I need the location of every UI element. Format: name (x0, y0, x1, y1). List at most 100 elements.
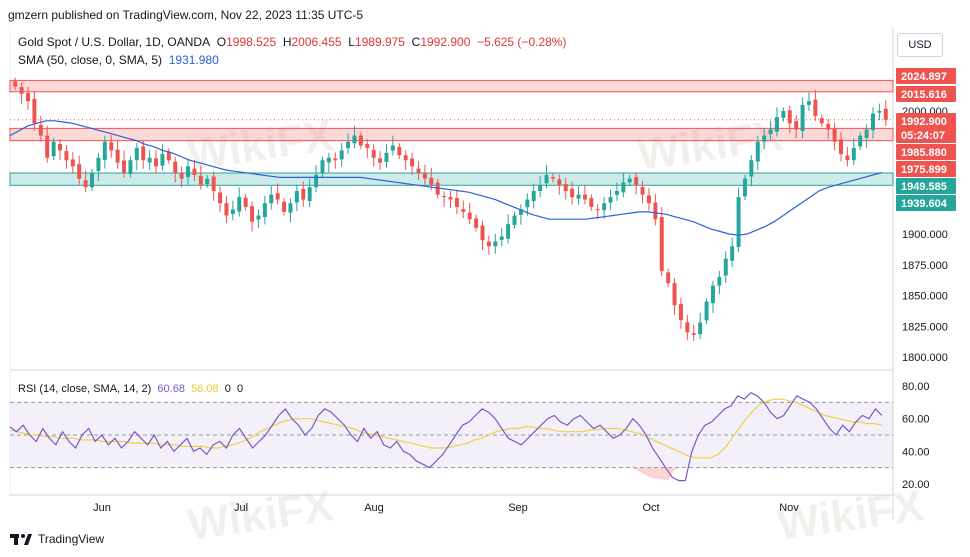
price-badge-text: 1949.585 (901, 181, 947, 193)
rsi-line (9, 391, 883, 482)
time-tick-label: Oct (642, 502, 659, 514)
candle-body (858, 135, 863, 147)
price-badge-text: 05:24:07 (901, 130, 945, 142)
candle-body (486, 241, 491, 247)
rsi-legend[interactable]: RSI (14, close, SMA, 14, 2) 60.68 56.08 … (18, 383, 243, 395)
candle-body (429, 177, 434, 185)
candle-body (742, 178, 747, 197)
candle-body (230, 209, 235, 215)
sma-legend[interactable]: SMA (50, close, 0, SMA, 5) 1931.980 (18, 53, 219, 67)
candle-body (736, 197, 741, 248)
candle-body (493, 241, 498, 247)
candle-body (499, 236, 504, 240)
price-badge-text: 2024.897 (901, 71, 947, 83)
candle-body (378, 158, 383, 163)
candle-body (403, 155, 408, 161)
watermark-text: WikiFX (635, 111, 787, 180)
close-label: C (411, 35, 421, 49)
candle-body (461, 209, 466, 212)
candle-body (77, 164, 82, 179)
candle-body (390, 145, 395, 151)
candle-body (307, 187, 312, 202)
low-value: 1989.975 (354, 35, 405, 49)
rsi-ma-line (9, 398, 883, 459)
candle-body (58, 143, 62, 151)
candle-body (512, 215, 517, 225)
candle-body (250, 206, 255, 222)
price-tick-label: 1900.000 (902, 229, 948, 241)
candle-body (115, 149, 120, 163)
zone-resistance-lower (9, 127, 894, 142)
candle-body (371, 150, 376, 158)
candle-body (166, 151, 171, 161)
candle-body (218, 192, 223, 204)
price-badge (896, 144, 956, 160)
rsi-label: RSI (14, close, SMA, 14, 2) (18, 383, 152, 395)
price-badge-text: 1992.900 (901, 116, 947, 128)
candle-body (365, 143, 370, 148)
candle-body (589, 198, 594, 207)
rsi-tick-label: 60.00 (902, 414, 930, 426)
price-badge (896, 195, 956, 211)
price-tick-label: 1800.000 (902, 352, 948, 364)
watermark-layer: WikiFX WikiFX WikiFX WikiFX (185, 111, 927, 550)
watermark-text: WikiFX (185, 111, 337, 180)
candle-body (582, 194, 587, 200)
candle-body (275, 193, 280, 200)
candle-body (550, 177, 555, 179)
candle-body (358, 135, 363, 146)
candle-body (685, 322, 690, 333)
rsi-tick-label: 20.00 (902, 479, 930, 491)
candle-body (90, 172, 95, 188)
rsi-layer (9, 391, 893, 482)
candle-body (224, 203, 229, 216)
symbol-title[interactable]: Gold Spot / U.S. Dollar, 1D, OANDA (18, 35, 211, 49)
candle-body (83, 180, 88, 188)
candle-body (614, 190, 619, 195)
candle-body (384, 152, 389, 162)
candle-body (806, 101, 811, 105)
watermark-text: WikiFX (185, 481, 337, 550)
candle-body (480, 225, 485, 241)
rsi-extra-1: 0 (224, 383, 231, 395)
candle-body (659, 217, 664, 271)
price-tick-label: 1825.000 (902, 321, 948, 333)
candle-body (410, 158, 415, 167)
rsi-extra-2: 0 (236, 383, 244, 395)
candle-body (237, 197, 242, 212)
candle-body (864, 129, 869, 138)
candle-body (346, 141, 351, 149)
currency-button[interactable]: USD (897, 33, 943, 57)
footer[interactable]: TradingView (10, 532, 104, 546)
zone-layer (9, 79, 894, 186)
candle-body (352, 135, 357, 144)
zone-support (9, 172, 894, 186)
candle-body (422, 173, 427, 179)
candle-body (646, 195, 651, 204)
candle-body (774, 117, 779, 132)
candle-body (38, 124, 43, 136)
price-badge (896, 161, 956, 177)
tradingview-logo-icon (10, 534, 32, 545)
candle-body (819, 118, 824, 124)
candle-body (314, 174, 319, 188)
time-axis[interactable]: Jun Jul Aug Sep Oct Nov (93, 502, 799, 514)
candle-body (813, 99, 818, 116)
candle-body (211, 176, 216, 191)
rsi-ma-value: 56.08 (191, 383, 219, 395)
time-tick-label: Jun (93, 502, 111, 514)
candle-body (128, 160, 133, 174)
price-badge (896, 178, 956, 194)
candle-body (154, 158, 159, 167)
high-label: H (282, 35, 292, 49)
candle-body (320, 160, 325, 174)
candle-body (678, 303, 683, 321)
zone-resistance-upper (9, 79, 894, 93)
candle-body (64, 151, 69, 161)
candle-body (173, 161, 178, 173)
candle-body (294, 190, 299, 203)
sma-layer (9, 120, 883, 236)
candle-body (627, 178, 632, 183)
candle-body (570, 188, 575, 198)
